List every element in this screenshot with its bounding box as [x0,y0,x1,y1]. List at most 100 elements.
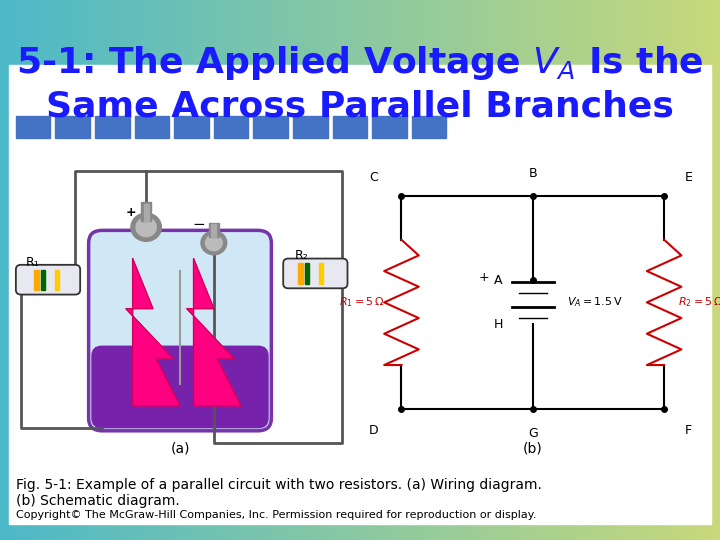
Bar [58,0,65,65]
Bar [144,0,151,65]
Bar [533,524,540,540]
Bar [360,0,367,65]
Bar [333,116,367,138]
Bar [576,0,583,65]
Bar [108,524,115,540]
Bar [212,224,216,237]
Bar [504,0,511,65]
Bar [482,0,490,65]
Bar [454,524,461,540]
Bar [266,0,274,65]
Bar [0,0,9,540]
Bar [253,116,288,138]
Bar [245,0,252,65]
Bar [403,0,410,65]
Bar [302,524,310,540]
Bar [562,0,569,65]
Bar [135,116,169,138]
Bar [518,524,526,540]
Bar [174,116,209,138]
Bar [58,524,65,540]
Bar [468,524,475,540]
Bar [482,524,490,540]
Bar [50,524,58,540]
Bar [79,0,86,65]
Bar [670,524,677,540]
Text: $R_1 = 5\,\Omega$: $R_1 = 5\,\Omega$ [339,295,384,309]
Bar [65,524,72,540]
Bar [16,116,50,138]
Bar [410,0,418,65]
Bar [94,0,101,65]
Bar [432,0,439,65]
Bar [274,524,281,540]
Bar [252,524,259,540]
Bar [698,524,706,540]
Bar [569,524,576,540]
Bar [173,0,180,65]
Bar [468,0,475,65]
Bar [360,524,367,540]
Bar [634,524,641,540]
Text: R₂: R₂ [295,249,309,262]
Polygon shape [126,259,180,406]
Bar [144,524,151,540]
Bar [0,0,7,65]
Bar [144,204,148,221]
Bar [317,0,324,65]
Bar [288,0,295,65]
Bar [274,0,281,65]
Bar [389,524,396,540]
Bar [288,524,295,540]
Bar [374,524,382,540]
Bar [122,524,130,540]
Bar [612,0,619,65]
Bar [166,524,173,540]
Bar [590,0,598,65]
Bar [209,222,219,237]
Bar [130,0,137,65]
Bar [425,524,432,540]
Bar [209,0,216,65]
Bar [713,524,720,540]
Bar [641,0,648,65]
Circle shape [201,231,227,255]
Bar [367,0,374,65]
Bar [0,524,7,540]
Bar [497,0,504,65]
Bar [259,524,266,540]
Bar [490,0,497,65]
Bar [446,0,454,65]
Bar [36,0,43,65]
Bar [583,524,590,540]
Bar [662,524,670,540]
Bar [331,524,338,540]
Bar [122,0,130,65]
Bar [518,0,526,65]
Bar [50,0,58,65]
Bar [626,524,634,540]
Bar [14,0,22,65]
Text: Fig. 5-1: Example of a parallel circuit with two resistors. (a) Wiring diagram.
: Fig. 5-1: Example of a parallel circuit … [16,478,541,508]
Bar [302,0,310,65]
FancyBboxPatch shape [92,346,268,428]
Bar [353,524,360,540]
Bar [497,524,504,540]
Text: H: H [493,318,503,331]
Bar [194,524,202,540]
FancyBboxPatch shape [89,231,271,431]
Bar [626,0,634,65]
Text: 5-1: The Applied Voltage $V_A$ Is the
Same Across Parallel Branches: 5-1: The Applied Voltage $V_A$ Is the Sa… [16,44,704,124]
Bar [141,202,151,221]
Bar [439,524,446,540]
Bar [151,0,158,65]
Bar [619,0,626,65]
Bar [310,524,317,540]
Bar [547,524,554,540]
Bar [180,0,187,65]
Text: A: A [494,274,503,287]
Bar [403,524,410,540]
Bar [238,524,245,540]
Bar [281,524,288,540]
Bar [461,0,468,65]
